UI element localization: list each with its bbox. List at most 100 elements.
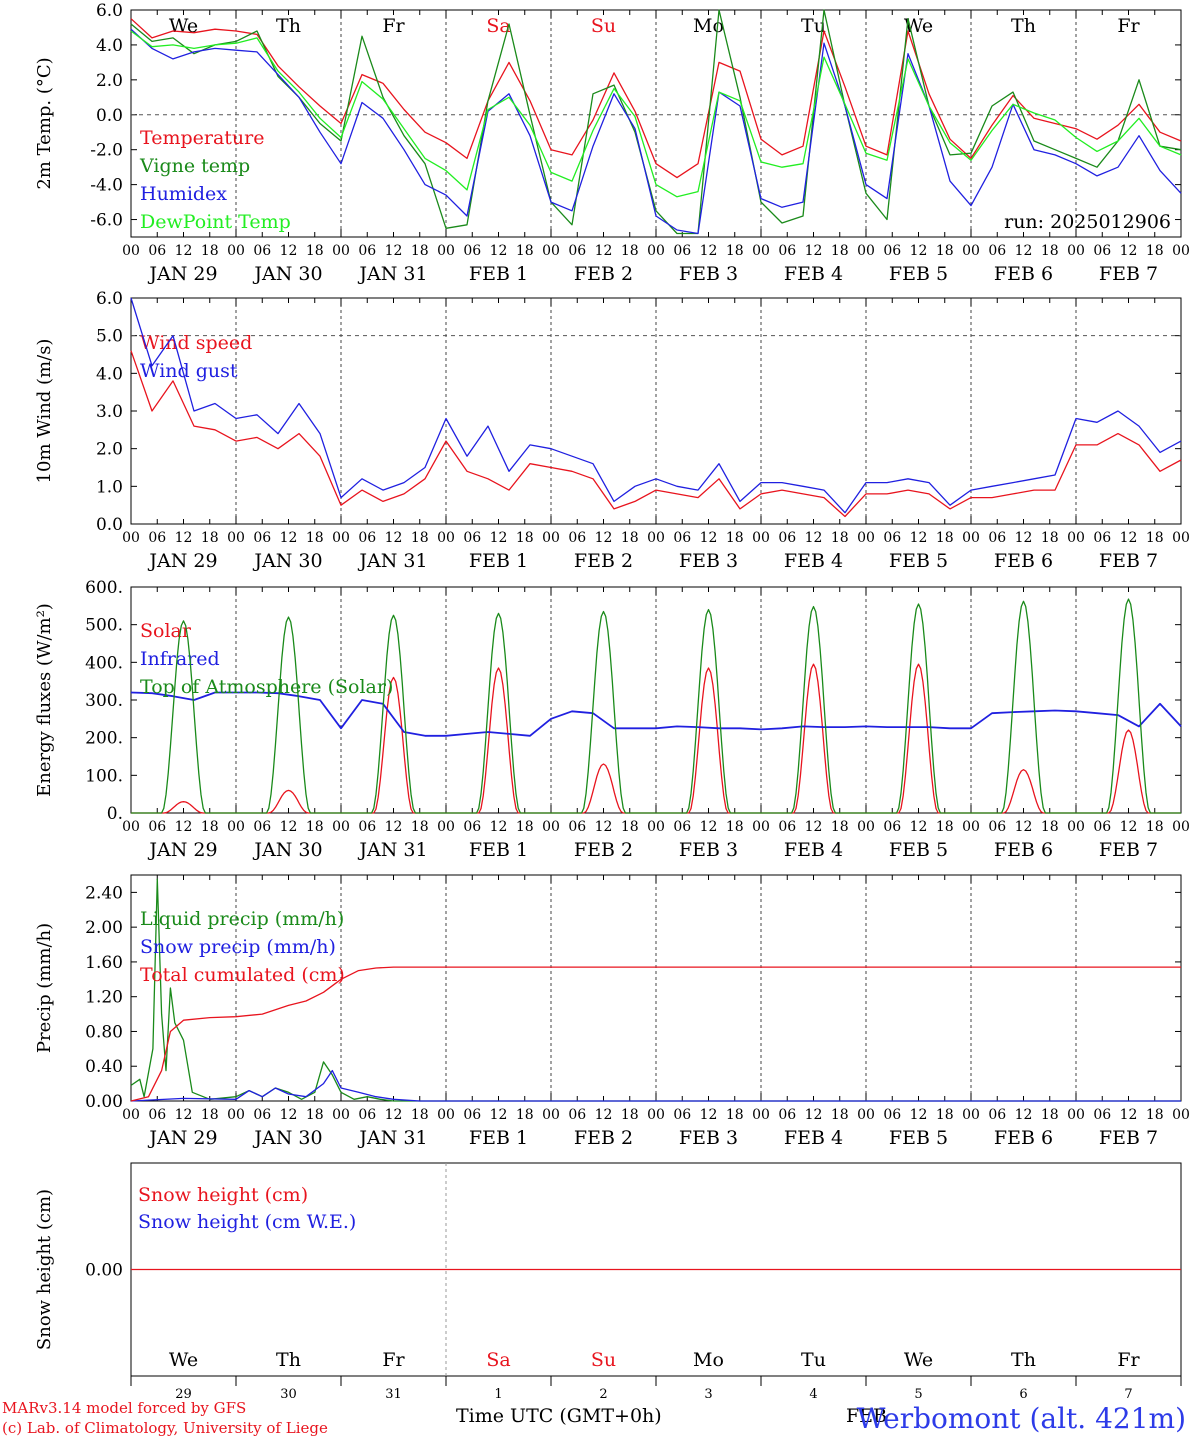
x-hour-label: 12: [175, 1107, 193, 1123]
x-hour-label: 12: [595, 530, 613, 546]
day-label: Sa: [486, 15, 510, 37]
x-hour-label: 06: [1093, 530, 1111, 546]
x-hour-label: 00: [1172, 1107, 1190, 1123]
x-hour-label: 06: [988, 819, 1006, 835]
x-hour-label: 00: [1067, 530, 1085, 546]
x-hour-label: 00: [1172, 243, 1190, 259]
y-tick-label: 200.: [85, 729, 123, 749]
x-hour-label: 00: [962, 819, 980, 835]
panel-2: 6.0 5.0 4.0 3.0 2.0 1.0 0.0 10m Wind (m/s) 00 06 1…: [34, 289, 1190, 572]
lab-credit: (c) Lab. of Climatology, University of L…: [2, 1419, 328, 1437]
x-hour-label: 06: [148, 530, 166, 546]
x-hour-label: 18: [411, 243, 429, 259]
x-hour-label: 06: [463, 530, 481, 546]
x-hour-label: 06: [148, 819, 166, 835]
legend-entry: Snow precip (mm/h): [140, 936, 336, 958]
day-number-label: 4: [809, 1387, 817, 1402]
day-label: We: [169, 1349, 198, 1371]
x-hour-label: 12: [805, 1107, 823, 1123]
x-hour-label: 18: [1041, 1107, 1059, 1123]
y-tick-label: 0.40: [85, 1057, 123, 1077]
day-number-label: 3: [704, 1387, 712, 1402]
y-tick-label: 6.0: [96, 289, 123, 309]
x-hour-label: 00: [122, 530, 140, 546]
x-hour-label: 00: [857, 1107, 875, 1123]
x-hour-label: 06: [673, 530, 691, 546]
x-hour-label: 06: [568, 819, 586, 835]
x-hour-label: 06: [463, 243, 481, 259]
series-line-top-of-atmosphere-solar-: [131, 598, 1181, 814]
y-tick-label: -6.0: [90, 211, 123, 231]
x-hour-label: 00: [962, 243, 980, 259]
x-hour-label: 06: [883, 1107, 901, 1123]
legend-entry: Wind speed: [140, 332, 252, 354]
x-hour-label: 00: [437, 243, 455, 259]
x-hour-label: 06: [673, 819, 691, 835]
x-hour-label: 12: [1015, 530, 1033, 546]
x-date-label: FEB 3: [679, 550, 738, 572]
x-hour-label: 00: [542, 1107, 560, 1123]
day-label: Th: [1011, 15, 1036, 37]
legend-entry: Snow height (cm): [138, 1184, 308, 1206]
x-hour-label: 18: [621, 530, 639, 546]
panel-3: 600. 500. 400. 300. 200. 100. 0. Energy fluxes …: [34, 578, 1190, 861]
x-hour-label: 12: [805, 819, 823, 835]
x-hour-label: 00: [227, 243, 245, 259]
x-hour-label: 12: [1015, 1107, 1033, 1123]
x-date-label: FEB 4: [784, 550, 843, 572]
x-hour-label: 00: [752, 530, 770, 546]
x-date-label: JAN 30: [252, 263, 322, 285]
x-date-label: FEB 4: [784, 263, 843, 285]
x-hour-label: 18: [201, 243, 219, 259]
x-hour-label: 12: [910, 530, 928, 546]
x-hour-label: 06: [673, 243, 691, 259]
y-axis-label: Precip (mm/h): [34, 923, 55, 1053]
x-hour-label: 12: [385, 243, 403, 259]
x-hour-label: 18: [516, 1107, 534, 1123]
x-hour-label: 18: [1041, 243, 1059, 259]
x-date-label: FEB 5: [889, 550, 948, 572]
panel-4: 2.40 2.00 1.60 1.20 0.80 0.40 0.00 Precip (mm/h…: [34, 874, 1190, 1149]
legend-entry: Total cumulated (cm): [140, 964, 345, 986]
x-hour-label: 18: [306, 243, 324, 259]
x-hour-label: 06: [778, 243, 796, 259]
y-axis-label: 2m Temp. (°C): [34, 57, 55, 189]
y-tick-label: 2.40: [85, 883, 123, 903]
x-hour-label: 18: [936, 819, 954, 835]
x-hour-label: 12: [595, 243, 613, 259]
x-date-label: FEB 2: [574, 263, 633, 285]
x-hour-label: 18: [306, 530, 324, 546]
x-hour-label: 00: [647, 1107, 665, 1123]
x-hour-label: 18: [1146, 819, 1164, 835]
x-hour-label: 18: [621, 243, 639, 259]
x-hour-label: 06: [358, 1107, 376, 1123]
x-hour-label: 06: [463, 1107, 481, 1123]
x-hour-label: 12: [280, 243, 298, 259]
x-hour-label: 00: [332, 530, 350, 546]
x-hour-label: 12: [805, 530, 823, 546]
x-hour-label: 18: [201, 1107, 219, 1123]
x-hour-label: 06: [883, 819, 901, 835]
day-label: Th: [276, 15, 301, 37]
day-number-label: 5: [914, 1387, 922, 1402]
y-tick-label: 100.: [85, 766, 123, 786]
y-tick-label: 0.00: [85, 1261, 123, 1281]
y-tick-label: 1.20: [85, 988, 123, 1008]
x-hour-label: 00: [1067, 819, 1085, 835]
day-label: Tu: [801, 1349, 826, 1371]
x-hour-label: 00: [332, 819, 350, 835]
y-tick-label: 1.60: [85, 953, 123, 973]
x-hour-label: 12: [280, 1107, 298, 1123]
x-hour-label: 00: [1067, 243, 1085, 259]
x-hour-label: 06: [253, 819, 271, 835]
x-hour-label: 18: [726, 243, 744, 259]
x-hour-label: 00: [1067, 1107, 1085, 1123]
x-hour-label: 18: [306, 819, 324, 835]
x-hour-label: 06: [778, 1107, 796, 1123]
y-tick-label: 300.: [85, 691, 123, 711]
panel-1: 6.0 4.0 2.0 0.0 -2.0 -4.0 -6.0 2m Temp. (°C) 00 0…: [34, 1, 1190, 285]
x-hour-label: 00: [437, 819, 455, 835]
day-number-label: 30: [280, 1387, 297, 1402]
x-hour-label: 06: [358, 530, 376, 546]
x-hour-label: 12: [1120, 243, 1138, 259]
